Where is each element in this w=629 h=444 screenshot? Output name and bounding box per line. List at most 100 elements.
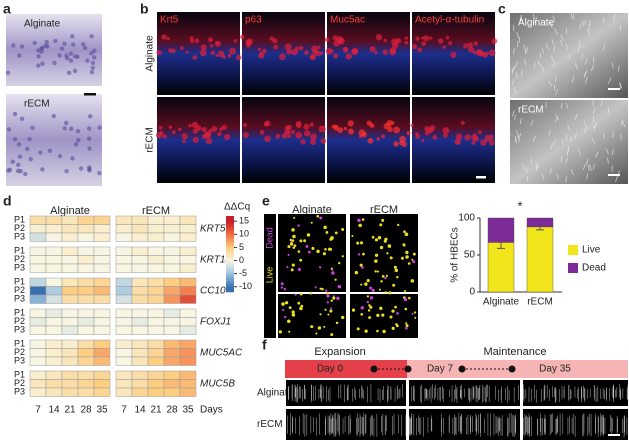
gene-label: MUC5AC bbox=[200, 347, 243, 358]
scale-bar bbox=[476, 176, 486, 179]
heatmap-cell bbox=[163, 263, 181, 273]
heatmap-cell bbox=[61, 246, 79, 256]
signal bbox=[208, 128, 213, 134]
heatmap-cell bbox=[61, 317, 79, 327]
signal bbox=[205, 137, 213, 145]
colorbar-segment bbox=[226, 259, 234, 262]
cell-dot bbox=[369, 305, 373, 309]
heatmap-cell bbox=[61, 379, 79, 389]
cilia bbox=[565, 157, 568, 165]
cilia bbox=[571, 76, 575, 83]
heatmap-cell bbox=[179, 339, 197, 349]
signal bbox=[275, 133, 281, 139]
cell-dot bbox=[364, 329, 368, 333]
nucleus bbox=[59, 46, 65, 51]
cilia bbox=[584, 58, 588, 65]
heatmap-cell bbox=[131, 255, 149, 265]
heatmap-cell bbox=[29, 317, 47, 327]
heatmap-cell bbox=[29, 348, 47, 358]
cilia bbox=[574, 113, 578, 120]
signal bbox=[361, 131, 367, 138]
nucleus bbox=[86, 126, 92, 131]
cilia bbox=[621, 120, 626, 128]
stain-label: Acetyl-α-tubulin bbox=[415, 15, 484, 26]
cell-dot bbox=[325, 231, 329, 234]
heatmap-cell bbox=[147, 255, 165, 265]
cilia bbox=[603, 132, 605, 139]
heatmap-cell bbox=[45, 325, 63, 335]
cilia bbox=[611, 149, 614, 156]
cell-dot bbox=[376, 313, 380, 317]
heatmap-cell bbox=[29, 308, 47, 318]
heatmap-cell bbox=[93, 246, 111, 256]
signal bbox=[480, 139, 487, 146]
colorbar-tick-label: 5 bbox=[239, 242, 244, 252]
stain-label: Muc5ac bbox=[330, 15, 365, 26]
cilia bbox=[518, 36, 521, 44]
signal bbox=[347, 120, 354, 127]
signal bbox=[304, 50, 309, 56]
signal bbox=[278, 53, 286, 61]
cell-dot bbox=[319, 313, 322, 316]
nucleus bbox=[38, 150, 43, 155]
signal bbox=[410, 123, 414, 128]
panel-label: a bbox=[3, 1, 11, 17]
x-tick-label: rECM bbox=[527, 297, 553, 308]
cell-dot bbox=[341, 228, 345, 232]
cilia bbox=[592, 163, 595, 170]
signal bbox=[345, 53, 352, 60]
cilia bbox=[595, 151, 599, 158]
signal bbox=[210, 44, 214, 48]
heatmap-cell bbox=[163, 325, 181, 335]
signal bbox=[287, 134, 292, 139]
expansion-band bbox=[285, 360, 407, 378]
signal bbox=[488, 139, 495, 146]
heatmap-cell bbox=[61, 286, 79, 296]
signal bbox=[456, 141, 460, 145]
nucleus bbox=[76, 137, 81, 143]
heatmap-cell bbox=[77, 255, 95, 265]
signal bbox=[467, 46, 475, 53]
cell-dot bbox=[299, 306, 303, 311]
cilia bbox=[583, 71, 587, 78]
signal bbox=[200, 44, 207, 51]
heatmap-cell bbox=[45, 370, 63, 380]
signal bbox=[211, 126, 218, 132]
signal bbox=[204, 132, 211, 139]
scale-bar bbox=[608, 434, 620, 436]
gene-label: KRT5 bbox=[200, 223, 226, 234]
signal bbox=[188, 123, 192, 128]
nucleus bbox=[12, 137, 18, 142]
cilia bbox=[582, 20, 585, 27]
cell-dot bbox=[288, 306, 292, 310]
cell-dot bbox=[341, 316, 344, 319]
cell-dot bbox=[291, 228, 295, 232]
signal bbox=[300, 139, 306, 145]
heatmap-cell bbox=[93, 379, 111, 389]
cilia bbox=[532, 13, 536, 20]
signal bbox=[295, 131, 303, 139]
cilia bbox=[511, 65, 515, 72]
signal bbox=[264, 135, 271, 143]
row-label: P2 bbox=[14, 285, 25, 295]
cilia bbox=[588, 24, 590, 31]
cell-dot bbox=[381, 218, 385, 222]
panel-label: c bbox=[498, 1, 506, 17]
heatmap-cell bbox=[147, 387, 165, 397]
cell-dot bbox=[358, 223, 362, 228]
heatmap-cell bbox=[93, 255, 111, 265]
cilia bbox=[517, 135, 521, 142]
heatmap-cell bbox=[45, 286, 63, 296]
nucleus bbox=[12, 111, 18, 117]
heatmap-cell bbox=[179, 224, 197, 234]
nucleus bbox=[53, 38, 58, 44]
cell-dot bbox=[368, 316, 372, 320]
nucleus bbox=[89, 51, 94, 56]
colorbar-segment bbox=[226, 248, 234, 251]
signal bbox=[221, 124, 228, 130]
colorbar-segment bbox=[226, 278, 234, 281]
signal bbox=[201, 126, 207, 133]
colorbar-segment bbox=[226, 282, 234, 285]
heatmap-cell bbox=[61, 325, 79, 335]
heatmap-cell bbox=[131, 370, 149, 380]
